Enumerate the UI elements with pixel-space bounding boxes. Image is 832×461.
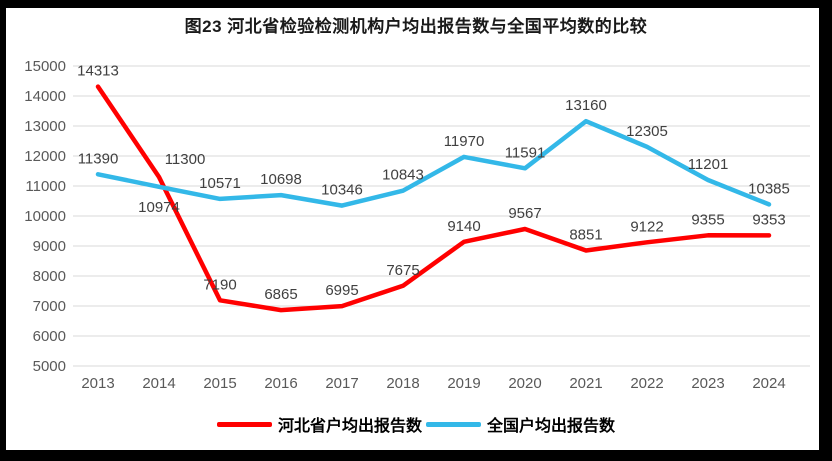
x-axis-tick-label: 2017: [325, 375, 358, 392]
data-point-label: 14313: [77, 63, 119, 80]
y-axis-tick-label: 9000: [33, 238, 66, 255]
x-axis-tick-label: 2022: [630, 375, 663, 392]
data-point-label: 6995: [325, 282, 358, 299]
chart-title: 图23 河北省检验检测机构户均出报告数与全国平均数的比较: [184, 17, 648, 36]
data-point-label: 9355: [691, 211, 724, 228]
x-axis-tick-label: 2018: [386, 375, 419, 392]
data-point-label: 6865: [264, 286, 297, 303]
data-point-label: 8851: [569, 226, 602, 243]
legend-label-hebei: 河北省户均出报告数: [277, 418, 422, 435]
x-axis-tick-label: 2021: [569, 375, 602, 392]
y-axis-tick-label: 11000: [25, 178, 66, 195]
national-line-swatch-icon: [426, 421, 481, 427]
data-point-label: 10843: [382, 167, 424, 184]
data-point-label: 7190: [203, 276, 236, 293]
y-axis-tick-label: 15000: [24, 58, 66, 75]
data-point-label: 9122: [630, 218, 663, 235]
data-point-label: 11390: [78, 150, 119, 167]
y-axis-tick-label: 7000: [33, 298, 66, 315]
data-point-label: 11591: [505, 144, 546, 161]
data-point-label: 9353: [752, 211, 785, 228]
x-axis-tick-label: 2020: [508, 375, 541, 392]
data-point-label: 10346: [321, 182, 363, 199]
y-axis-tick-label: 12000: [24, 148, 66, 165]
data-point-label: 12305: [626, 123, 668, 140]
x-axis-tick-label: 2023: [691, 375, 724, 392]
data-point-label: 10385: [748, 180, 790, 197]
x-axis-tick-label: 2013: [81, 375, 114, 392]
x-axis-tick-label: 2015: [203, 375, 236, 392]
data-point-label: 11201: [688, 156, 729, 173]
x-axis-tick-label: 2019: [447, 375, 480, 392]
legend-label-national: 全国户均出报告数: [487, 418, 616, 435]
data-point-label: 9567: [508, 205, 541, 222]
legend-item-hebei[interactable]: 河北省户均出报告数: [216, 412, 422, 436]
y-axis-tick-label: 14000: [24, 88, 66, 105]
data-point-label: 7675: [386, 262, 419, 279]
chart-frame: [6, 8, 819, 450]
legend-item-national[interactable]: 全国户均出报告数: [426, 412, 615, 436]
y-axis-tick-label: 5000: [33, 358, 66, 375]
data-point-label: 10698: [260, 171, 302, 188]
y-axis-tick-label: 10000: [24, 208, 66, 225]
data-point-label: 11970: [444, 133, 485, 150]
chart-legend: 河北省户均出报告数 全国户均出报告数: [0, 412, 832, 436]
hebei-line-swatch-icon: [216, 421, 272, 427]
series-line-1[interactable]: [95, 118, 772, 208]
x-axis-tick-label: 2014: [142, 375, 175, 392]
x-axis-tick-label: 2024: [752, 375, 785, 392]
data-point-label: 11300: [165, 151, 206, 168]
y-axis-tick-label: 8000: [33, 268, 66, 285]
y-axis-tick-label: 13000: [24, 118, 66, 135]
y-axis-tick-label: 6000: [33, 328, 66, 345]
x-axis-tick-label: 2016: [264, 375, 297, 392]
data-point-label: 10571: [199, 175, 241, 192]
data-point-label: 10974: [138, 199, 180, 216]
series-line-0[interactable]: [95, 84, 772, 313]
data-point-label: 13160: [565, 97, 607, 114]
data-point-label: 9140: [447, 218, 480, 235]
